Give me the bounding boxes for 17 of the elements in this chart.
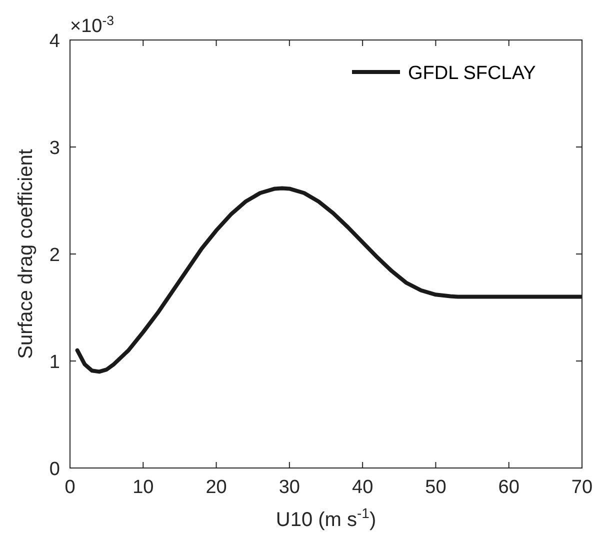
y-tick-label: 3	[49, 138, 60, 159]
x-tick-label: 50	[425, 477, 446, 498]
legend-label: GFDL SFCLAY	[408, 63, 536, 84]
x-tick-label: 60	[498, 477, 520, 498]
y-tick-label: 4	[49, 31, 60, 52]
x-tick-label: 20	[206, 477, 227, 498]
text: ×10$^{-3}$	[70, 12, 114, 37]
x-tick-label: 40	[352, 477, 374, 498]
x-tick-label: 10	[132, 477, 154, 498]
x-axis-title: U10 (m s$^{-1}$)	[276, 505, 376, 531]
y-axis-title: Surface drag coefficient	[15, 148, 37, 359]
y-tick-label: 1	[49, 352, 60, 373]
x-tick-label: 0	[64, 477, 76, 498]
y-tick-label: 0	[49, 459, 60, 480]
x-tick-label: 70	[571, 477, 593, 498]
x-tick-label: 30	[278, 477, 300, 498]
y-tick-label: 2	[49, 245, 60, 266]
